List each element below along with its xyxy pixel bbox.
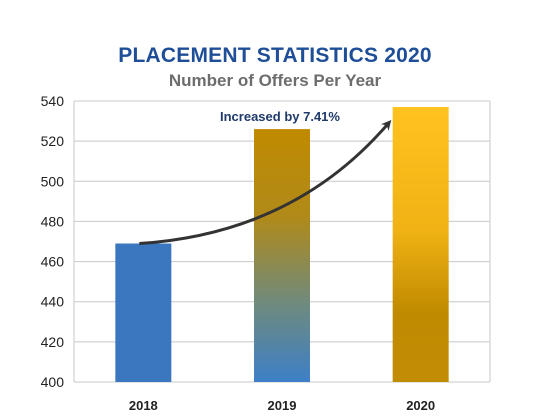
bars [115,107,449,383]
y-tick-label-440: 440 [41,294,65,310]
y-tick-label-460: 460 [41,254,65,270]
x-tick-label-2019: 2019 [268,398,297,413]
y-tick-label-540: 540 [41,93,65,109]
x-tick-label-2018: 2018 [129,398,158,413]
bar-2019 [254,129,310,382]
y-tick-label-500: 500 [41,173,65,189]
y-tick-label-520: 520 [41,133,65,149]
chart-subtitle: Number of Offers Per Year [168,71,382,90]
growth-arrow [139,119,392,246]
y-axis: 400 420 440 460 480 500 520 540 [41,93,65,390]
y-tick-label-420: 420 [41,334,65,350]
x-axis: 2018 2019 2020 [129,398,435,413]
x-tick-label-2020: 2020 [406,398,435,413]
bar-2020 [392,107,449,383]
annotation: Increased by 7.41% [139,109,392,246]
bar-2018 [115,243,172,382]
y-tick-label-400: 400 [41,374,65,390]
chart-title: PLACEMENT STATISTICS 2020 [118,44,432,67]
growth-annotation-label: Increased by 7.41% [220,109,340,124]
y-tick-label-480: 480 [41,213,65,229]
